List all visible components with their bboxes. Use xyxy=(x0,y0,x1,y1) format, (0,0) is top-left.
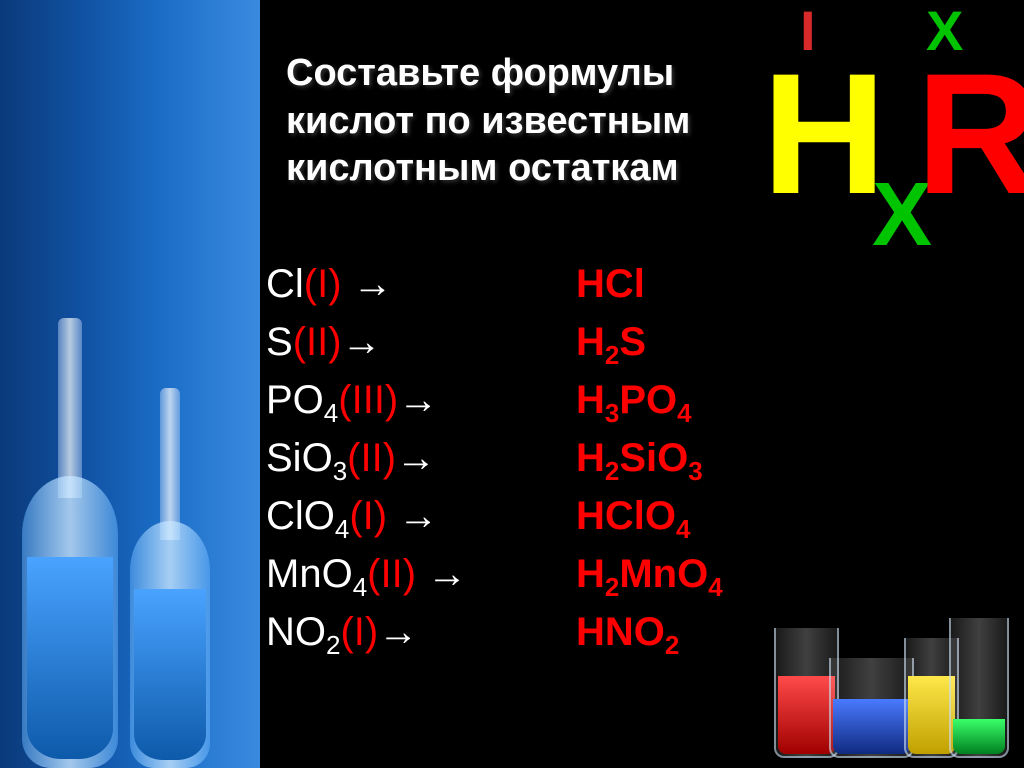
acid-residue: S(II)→ xyxy=(266,320,576,364)
formula-row: NO2(I)→ HNO2 xyxy=(266,610,723,654)
slide-content: Составьте формулы кислот по известным ки… xyxy=(260,0,1024,768)
symbol-r: R xyxy=(916,48,1024,220)
acid-residue: MnO4(II) → xyxy=(266,552,576,596)
acid-formula: H2S xyxy=(576,320,646,364)
acid-residue: NO2(I)→ xyxy=(266,610,576,654)
flask-image xyxy=(120,388,220,768)
flask-image xyxy=(10,318,130,768)
acid-formula: HClO4 xyxy=(576,494,690,538)
formula-row: MnO4(II) → H2MnO4 xyxy=(266,552,723,596)
beakers-decoration xyxy=(774,598,1014,758)
acid-formula: HNO2 xyxy=(576,610,679,654)
formula-row: S(II)→ H2S xyxy=(266,320,723,364)
acid-formula: H3PO4 xyxy=(576,378,692,422)
acid-formula: HCl xyxy=(576,262,645,306)
general-formula: I X H X R xyxy=(730,0,1024,270)
acid-formula: H2SiO3 xyxy=(576,436,703,480)
formula-row: PO4(III)→ H3PO4 xyxy=(266,378,723,422)
acid-residue: ClO4(I) → xyxy=(266,494,576,538)
acid-residue: PO4(III)→ xyxy=(266,378,576,422)
left-lab-background xyxy=(0,0,260,768)
formula-rows: Cl(I) → HCl S(II)→ H2S PO4(III)→ H3PO4 S… xyxy=(266,262,723,668)
acid-residue: Cl(I) → xyxy=(266,262,576,306)
formula-row: ClO4(I) → HClO4 xyxy=(266,494,723,538)
symbol-h: H xyxy=(762,48,886,220)
formula-row: Cl(I) → HCl xyxy=(266,262,723,306)
acid-formula: H2MnO4 xyxy=(576,552,723,596)
acid-residue: SiO3(II)→ xyxy=(266,436,576,480)
slide-heading: Составьте формулы кислот по известным ки… xyxy=(286,50,716,193)
formula-row: SiO3(II)→ H2SiO3 xyxy=(266,436,723,480)
